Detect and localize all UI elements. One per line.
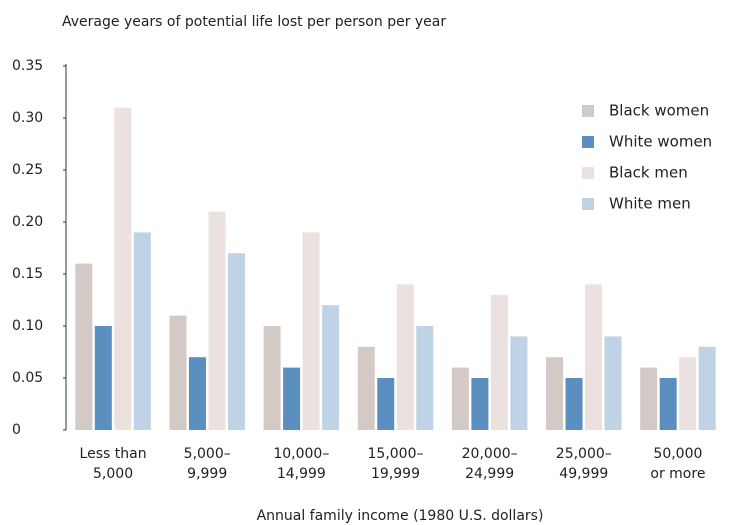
chart-title: Average years of potential life lost per… [62, 14, 446, 30]
bar [396, 284, 414, 430]
legend-label: White men [609, 195, 691, 213]
x-tick-label: 5,000– 9,999 [184, 446, 231, 482]
x-tick-label: 25,000– 49,999 [556, 446, 612, 482]
bar [208, 211, 226, 430]
bar [169, 315, 187, 430]
y-tick-label: 0.35 [12, 58, 43, 74]
bar [94, 326, 112, 430]
y-tick-label: 0.10 [12, 318, 43, 334]
x-tick-label: 50,000 or more [650, 446, 705, 482]
bar [451, 367, 469, 430]
x-tick-label: 10,000– 14,999 [273, 446, 329, 482]
bar [659, 378, 677, 430]
y-tick-label: 0.15 [12, 266, 43, 282]
bar [604, 336, 622, 430]
bar [188, 357, 206, 430]
y-tick-label: 0.05 [12, 370, 43, 386]
x-tick-label: Less than 5,000 [80, 446, 147, 482]
bar [283, 367, 301, 430]
legend-label: Black men [609, 164, 688, 182]
bar [640, 367, 658, 430]
y-tick-label: 0.20 [12, 214, 43, 230]
bar [565, 378, 583, 430]
bar [114, 107, 132, 430]
bar [227, 253, 245, 430]
bar [679, 357, 697, 430]
bar [75, 263, 93, 430]
bar [585, 284, 603, 430]
legend-swatch [582, 198, 594, 210]
bar [322, 305, 340, 430]
legend-swatch [582, 136, 594, 148]
y-tick-label: 0 [12, 422, 21, 438]
bar [263, 326, 281, 430]
x-axis-title: Annual family income (1980 U.S. dollars) [257, 508, 544, 524]
bar [357, 346, 375, 430]
x-tick-label: 15,000– 19,999 [368, 446, 424, 482]
bar [698, 346, 716, 430]
bar [377, 378, 395, 430]
bar [133, 232, 151, 430]
y-tick-label: 0.30 [12, 110, 43, 126]
bar [510, 336, 528, 430]
bar [546, 357, 564, 430]
bar [416, 326, 434, 430]
bar [490, 294, 508, 430]
legend-label: White women [609, 133, 712, 151]
legend-label: Black women [609, 102, 709, 120]
legend-swatch [582, 105, 594, 117]
bar [302, 232, 320, 430]
bar [471, 378, 489, 430]
y-tick-label: 0.25 [12, 162, 43, 178]
x-tick-label: 20,000– 24,999 [462, 446, 518, 482]
legend-swatch [582, 167, 594, 179]
